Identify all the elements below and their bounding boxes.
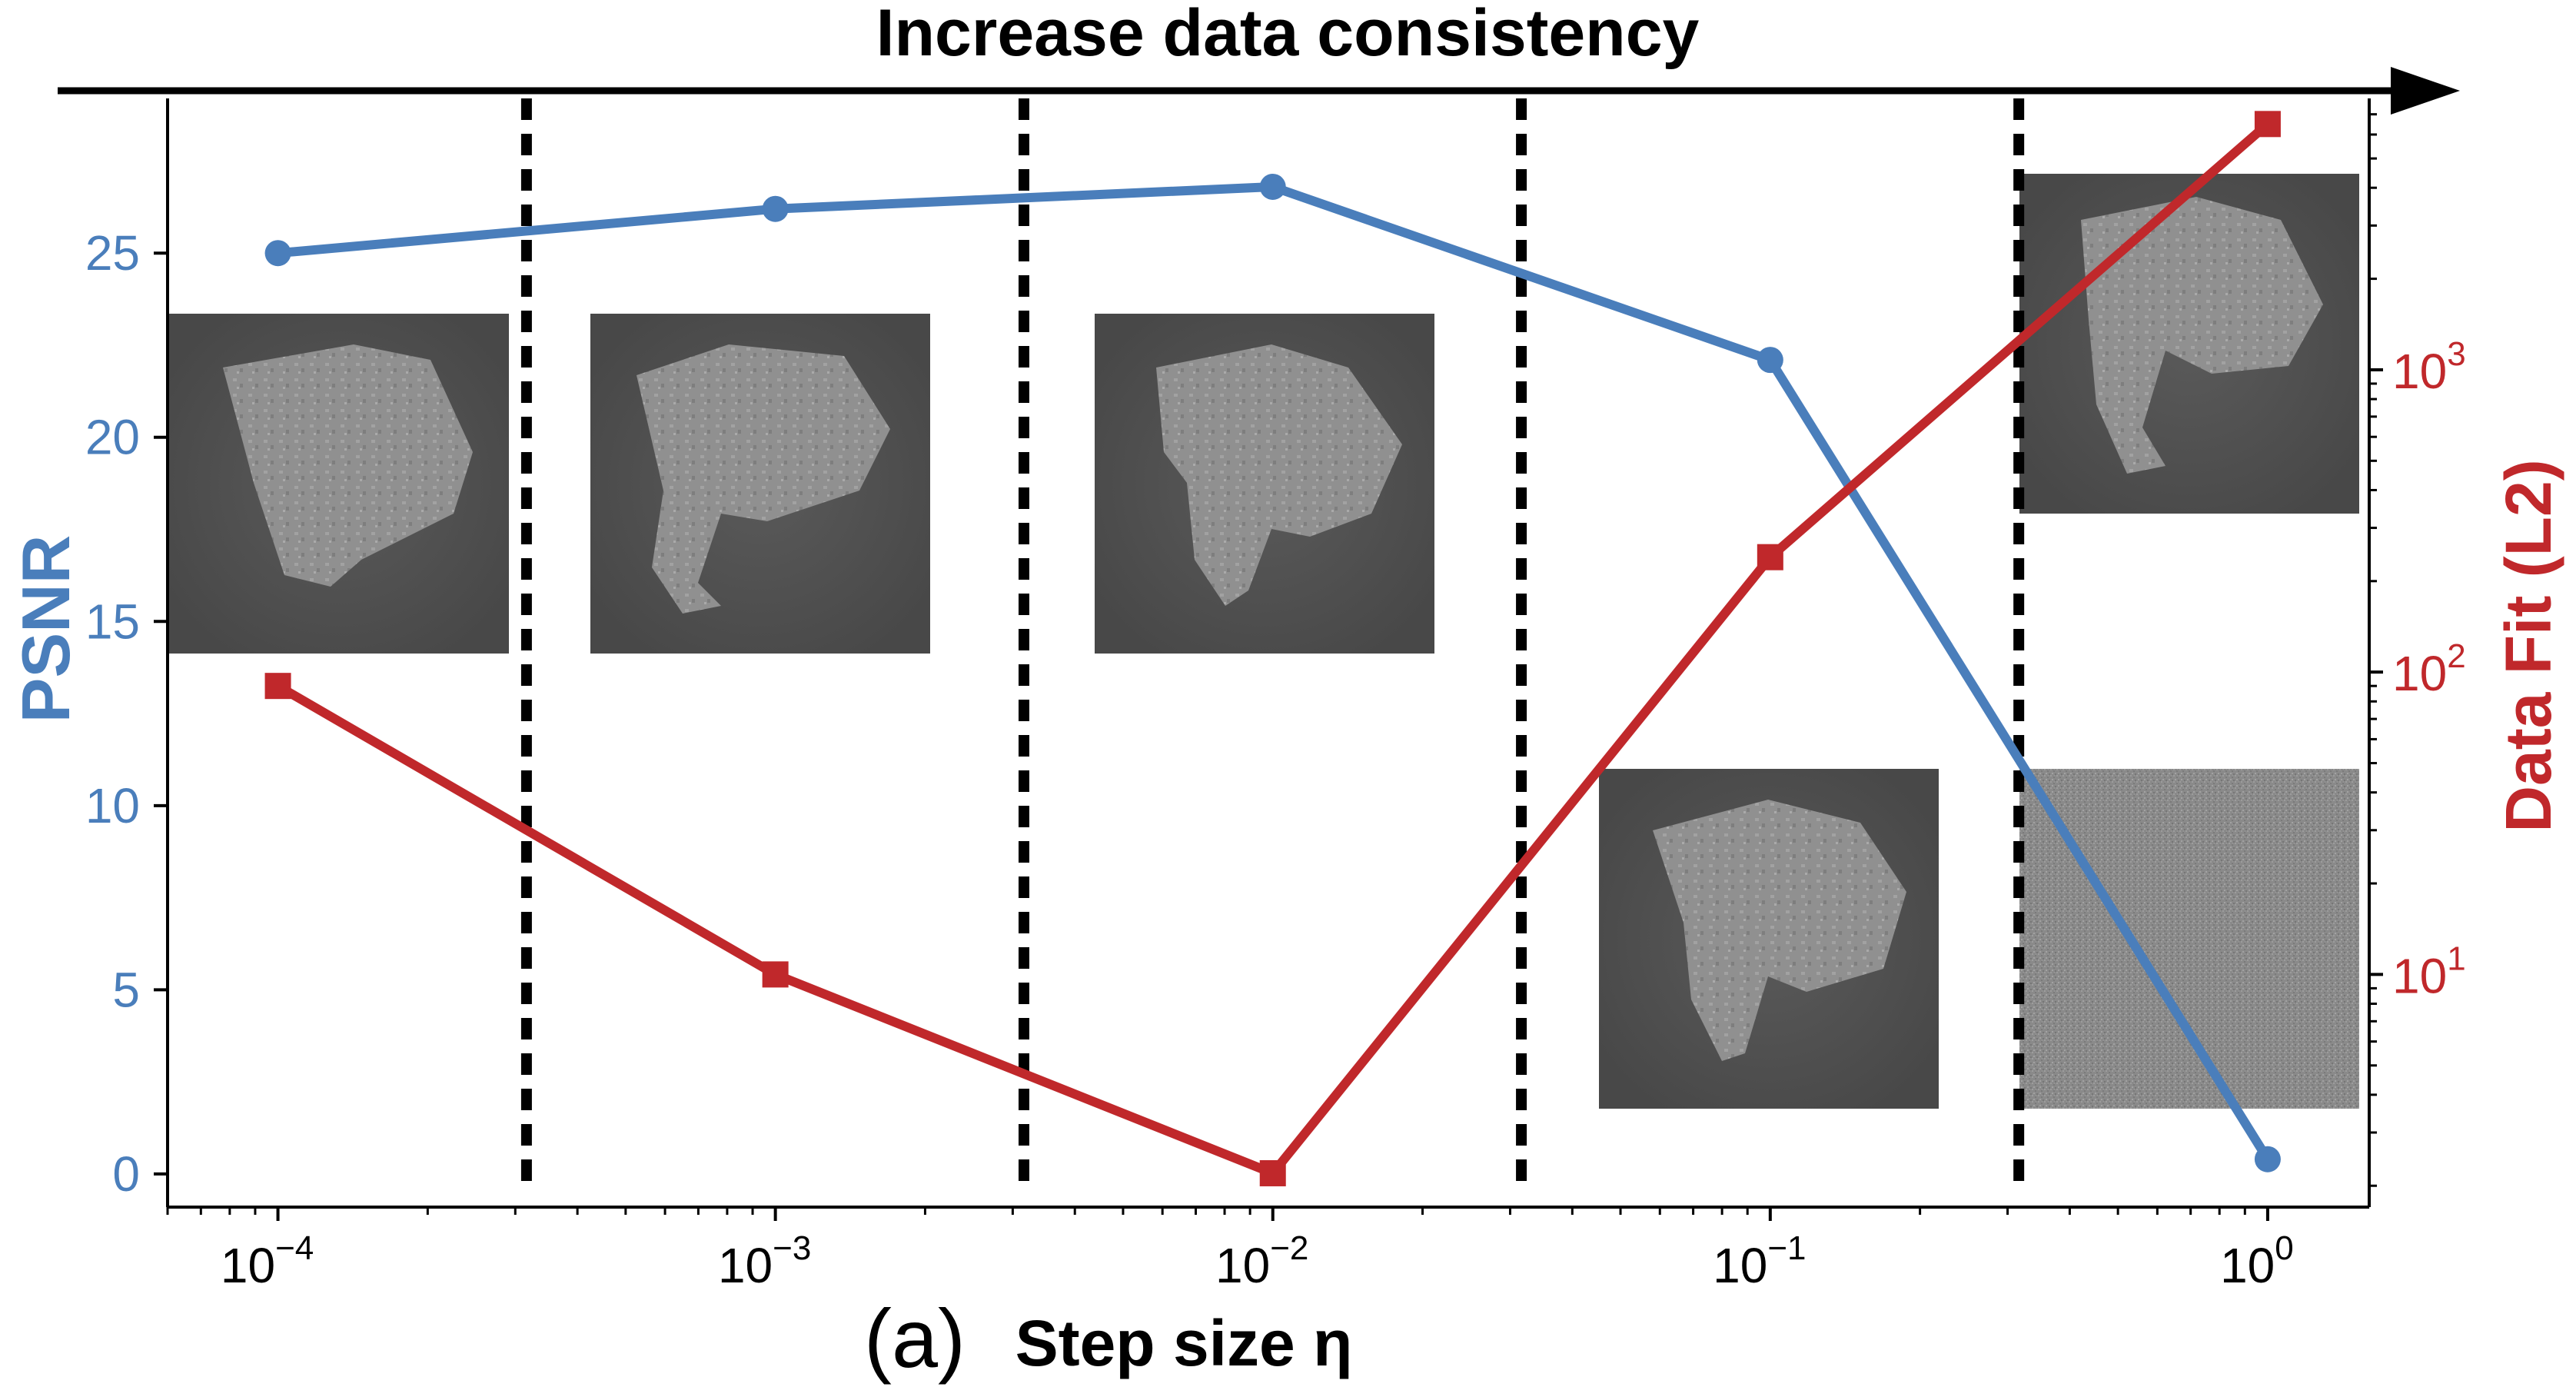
- data-fit-point: [1757, 544, 1783, 570]
- psnr-point: [762, 195, 789, 222]
- psnr-point: [2254, 1146, 2281, 1172]
- x-tick-label: 10−4: [221, 1229, 314, 1293]
- right-y-tick-exponent: 3: [2447, 335, 2465, 373]
- data-fit-point: [1259, 1159, 1286, 1186]
- x-tick-base: 10: [2220, 1238, 2275, 1293]
- inset-image: [1095, 314, 1434, 654]
- series: [264, 111, 2281, 1186]
- inset-sample-shape: [1156, 344, 1402, 606]
- psnr-point: [1757, 347, 1783, 374]
- x-tick-label: 100: [2220, 1229, 2294, 1293]
- x-tick-exponent: −2: [1270, 1229, 1308, 1267]
- arrow-head: [2391, 67, 2460, 115]
- inset-sample-shape: [2081, 197, 2323, 474]
- dividers: [520, 98, 2025, 1187]
- right-y-tick-exponent: 1: [2447, 940, 2465, 977]
- x-tick-base: 10: [1713, 1238, 1767, 1293]
- right-y-tick-label: 101: [2392, 940, 2466, 1003]
- x-tick-base: 10: [718, 1238, 773, 1293]
- inset-sample-shape: [1653, 800, 1906, 1061]
- x-tick-base: 10: [221, 1238, 275, 1293]
- right-y-tick-base: 10: [2392, 344, 2447, 399]
- data-fit-point: [762, 961, 789, 988]
- data-fit-point: [2254, 111, 2281, 138]
- psnr-point: [264, 240, 291, 267]
- x-tick-exponent: −4: [275, 1229, 314, 1267]
- inset-sample-shape: [223, 344, 473, 587]
- x-axis-label-prefix: (a): [864, 1292, 966, 1385]
- inset-images: [169, 174, 2359, 1109]
- inset-image: [590, 314, 930, 654]
- psnr-point: [1259, 173, 1286, 200]
- x-tick-label: 10−2: [1215, 1229, 1308, 1293]
- right-y-tick-label: 103: [2392, 335, 2466, 399]
- x-tick-base: 10: [1215, 1238, 1270, 1293]
- left-y-axis-label: PSNR: [8, 535, 84, 723]
- data-fit-point: [264, 673, 291, 700]
- x-tick-label: 10−3: [718, 1229, 811, 1293]
- inset-image: [2019, 174, 2359, 514]
- left-y-tick-label: 15: [85, 594, 140, 649]
- left-y-tick-label: 25: [85, 225, 140, 281]
- left-y-tick-label: 10: [85, 778, 140, 833]
- x-tick-exponent: −3: [773, 1229, 811, 1267]
- left-y-tick-label: 0: [112, 1146, 140, 1202]
- inset-sample-shape: [637, 344, 890, 614]
- x-tick-exponent: −1: [1767, 1229, 1806, 1267]
- left-y-tick-label: 5: [112, 962, 140, 1017]
- inset-image: [169, 314, 509, 654]
- inset-scan-noise: [2019, 769, 2359, 1109]
- right-y-tick-label: 102: [2392, 637, 2466, 701]
- chart-title: Increase data consistency: [876, 0, 1700, 70]
- x-tick-exponent: 0: [2275, 1229, 2293, 1267]
- right-y-tick-exponent: 2: [2447, 637, 2465, 675]
- inset-image: [2019, 769, 2359, 1109]
- left-y-tick-label: 20: [85, 410, 140, 465]
- x-axis-label: Step size η: [1015, 1307, 1353, 1379]
- right-y-tick-base: 10: [2392, 646, 2447, 701]
- right-y-axis-label: Data Fit (L2): [2492, 459, 2564, 832]
- consistency-arrow: [58, 67, 2460, 115]
- x-tick-label: 10−1: [1713, 1229, 1806, 1293]
- right-y-tick-base: 10: [2392, 948, 2447, 1003]
- inset-image: [1599, 769, 1939, 1109]
